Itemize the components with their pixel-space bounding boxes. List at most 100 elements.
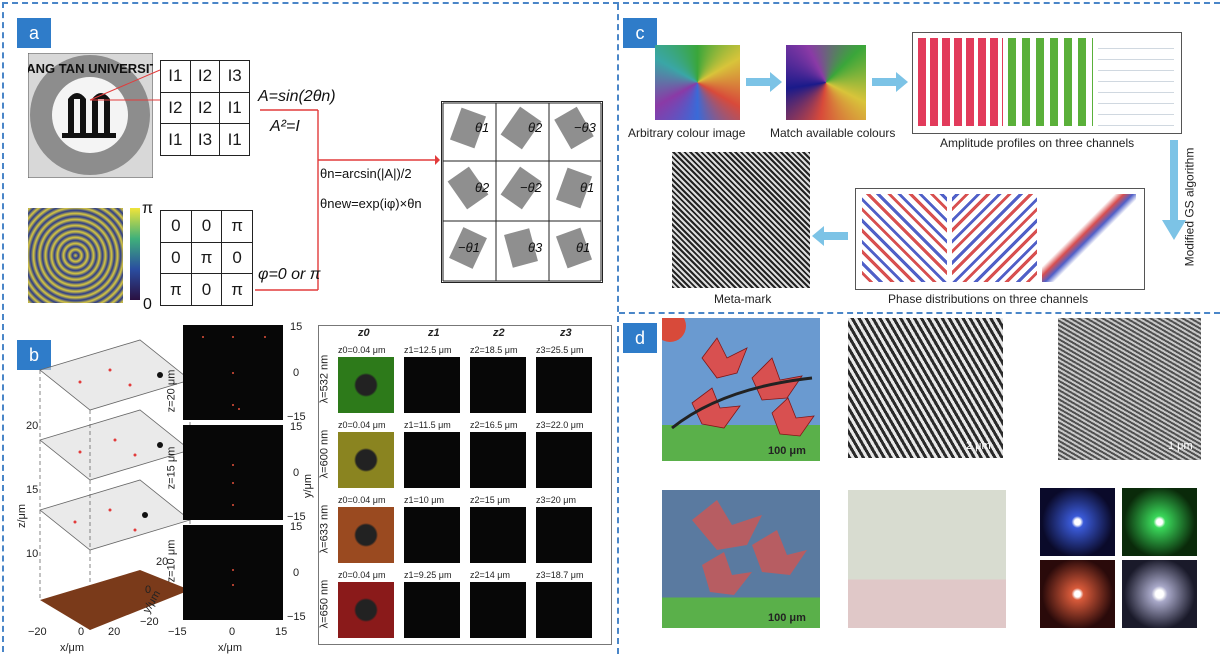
right-inner-divider — [619, 312, 1220, 314]
spot-x-tick: 15 — [275, 626, 288, 638]
eq-theta-new: θnew=exp(iφ)×θn — [320, 196, 422, 211]
z-tick: 15 — [26, 484, 39, 496]
table-cell-label: z1=10 μm — [404, 495, 444, 505]
eq-intensity: A²=I — [270, 118, 300, 135]
spot-y-tick: 0 — [293, 467, 300, 479]
phase-colorbar — [130, 208, 140, 300]
spot-x-tick: −15 — [168, 626, 187, 638]
table-cell-image — [536, 507, 592, 563]
table-cell-image — [470, 507, 526, 563]
spot-y-tick: 0 — [293, 567, 300, 579]
university-logo: XIANG TAN UNIVERSITY — [28, 53, 153, 178]
bear-blue — [1040, 488, 1115, 556]
maple-leaf-overlay — [662, 318, 815, 437]
wavelength-label: λ=532 nm — [318, 354, 331, 404]
angle-cell: −θ3 — [574, 120, 596, 135]
table-cell-label: z3=22.0 μm — [536, 420, 584, 430]
spot-y-tick: 15 — [290, 421, 303, 433]
table-cell-label: z0=0.04 μm — [338, 570, 386, 580]
svg-text:XIANG TAN UNIVERSITY: XIANG TAN UNIVERSITY — [28, 61, 153, 76]
amp-red — [918, 38, 1003, 126]
angle-cell: θ2 — [475, 180, 490, 195]
angle-cell: θ2 — [528, 120, 543, 135]
spot-panel-z10 — [183, 525, 283, 620]
angle-cell: θ3 — [528, 240, 543, 255]
wavelength-label: λ=600 nm — [318, 429, 331, 479]
phase-ch3 — [1042, 194, 1136, 282]
top-border — [2, 2, 1220, 4]
spot-y-label: y/μm — [302, 473, 315, 499]
angle-grid — [441, 101, 603, 283]
angle-cell: θ1 — [580, 180, 595, 195]
left-border — [2, 2, 4, 652]
plane-label: z=10 μm — [165, 539, 178, 583]
phase-map — [28, 208, 123, 303]
arrow-c2 — [872, 72, 908, 92]
table-cell-label: z1=11.5 μm — [404, 420, 451, 430]
table-cell-label: z2=18.5 μm — [470, 345, 518, 355]
panel-c-label: c — [623, 18, 657, 48]
wavelength-label: λ=633 nm — [318, 504, 331, 554]
spot-y-tick: −15 — [287, 411, 306, 423]
eq-amplitude: A=sin(2θn) — [258, 88, 336, 105]
caption-amplitude: Amplitude profiles on three channels — [940, 136, 1135, 150]
amp-green — [1008, 38, 1093, 126]
table-cell-image — [404, 582, 460, 638]
phase-ch1 — [862, 194, 947, 282]
z-tick: 10 — [26, 548, 39, 560]
panel-a-label: a — [17, 18, 51, 48]
arrow-gs — [1162, 140, 1186, 240]
matched-image — [786, 45, 866, 120]
spot-x-label: x/μm — [218, 642, 243, 654]
scalebar-label: 100 μm — [768, 445, 806, 457]
table-header: z2 — [493, 327, 505, 339]
eq-theta: θn=arcsin(|A|)/2 — [320, 166, 412, 181]
table-header: z0 — [358, 327, 370, 339]
caption-match: Match available colours — [770, 126, 896, 140]
eq-phi: φ=0 or π — [258, 266, 321, 283]
phase-distributions — [855, 188, 1145, 290]
sem-zoom-2 — [1058, 318, 1201, 460]
spot-y-tick: 15 — [290, 521, 303, 533]
y-tick: −20 — [140, 616, 159, 628]
table-cell-label: z3=20 μm — [536, 495, 576, 505]
x-axis-label: x/μm — [60, 642, 85, 654]
panel-b-label: b — [17, 340, 51, 370]
x-tick: −20 — [28, 626, 47, 638]
connector-lines-a — [89, 69, 440, 291]
table-cell-image — [338, 582, 394, 638]
table-cell-label: z0=0.04 μm — [338, 495, 386, 505]
wavelength-label: λ=650 nm — [318, 579, 331, 629]
plane-label: z=15 μm — [165, 446, 178, 490]
table-cell-image — [536, 582, 592, 638]
table-cell-image — [404, 432, 460, 488]
table-cell-image — [338, 357, 394, 413]
scalebar-label: 2 μm — [966, 440, 991, 452]
bear-green — [1122, 488, 1197, 556]
maple-leaf-color — [662, 318, 820, 461]
y-tick: 20 — [156, 556, 169, 568]
table-header: z1 — [428, 327, 440, 339]
colour-image — [655, 45, 740, 120]
spot-y-tick: 0 — [293, 367, 300, 379]
bear-white — [1122, 560, 1197, 628]
intensity-grid: I1 I2 I3 I2 I2 I1 I1 I3 I1 — [160, 60, 250, 156]
scalebar-label: 1 μm — [1168, 440, 1193, 452]
table-cell-label: z2=16.5 μm — [470, 420, 518, 430]
table-cell-image — [470, 357, 526, 413]
scalebar-label: 100 μm — [768, 612, 806, 624]
phase-ch2 — [952, 194, 1037, 282]
spot-y-tick: 15 — [290, 321, 303, 333]
meta-mark — [672, 152, 810, 288]
arrow-c3 — [812, 226, 848, 246]
angle-cell: −θ2 — [520, 180, 542, 195]
caption-arbitrary: Arbitrary colour image — [628, 126, 746, 140]
transparent-sample — [848, 490, 1006, 628]
table-cell-label: z3=18.7 μm — [536, 570, 584, 580]
table-cell-image — [404, 357, 460, 413]
bear-red — [1040, 560, 1115, 628]
table-cell-label: z0=0.04 μm — [338, 420, 386, 430]
center-divider — [617, 4, 619, 654]
stacked-planes-3d — [39, 339, 191, 630]
